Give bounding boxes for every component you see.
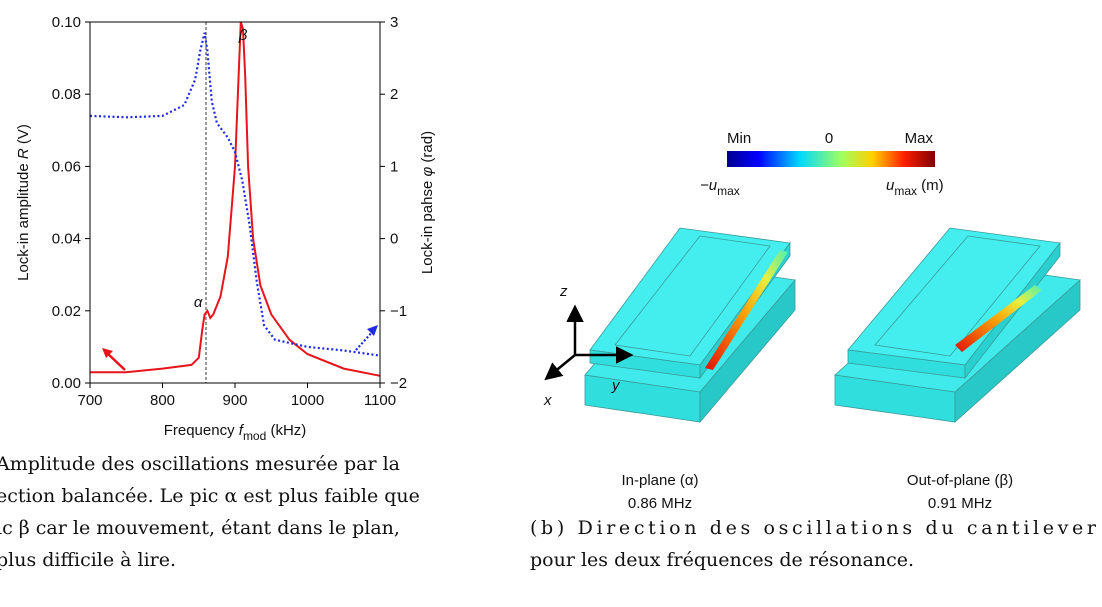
arrow-head (102, 348, 113, 358)
y2-tick-label: −1 (390, 303, 407, 320)
colorbar (727, 151, 935, 167)
x-tick-label: 900 (222, 392, 247, 409)
y2-tick-label: 2 (390, 86, 398, 103)
label-part: (V) (15, 124, 32, 148)
y2-axis-label: Lock-in pahse φ (rad) (419, 131, 436, 274)
x-tick-label: 1000 (291, 392, 324, 409)
label-part: Frequency (164, 422, 239, 439)
mode-name: In-plane (α) (621, 472, 698, 489)
colorbar-min: Min (727, 130, 751, 147)
y2-tick-label: 3 (390, 14, 398, 31)
axis-x: x (543, 392, 552, 409)
y2-tick-label: 0 (390, 231, 398, 248)
label-part: mod (243, 429, 266, 443)
plot-frame (89, 21, 381, 384)
x-axis-label: Frequency fmod (kHz) (164, 422, 307, 443)
label-part: f (239, 422, 245, 439)
y-axis-label: Lock-in amplitude R (V) (15, 124, 32, 281)
colorbar-zero: 0 (825, 130, 833, 147)
figure-b: Min 0 Max −umax umax (m) (543, 130, 1081, 512)
x-tick-label: 1100 (364, 392, 396, 409)
device-right (834, 227, 1081, 423)
caption-line: ic β car le mouvement, étant dans le pla… (0, 517, 400, 539)
subscript: max (717, 184, 740, 198)
caption-line: Amplitude des oscillations mesurée par l… (0, 453, 400, 475)
axis-y: y (611, 377, 621, 394)
colorbar-max-symbol: umax (m) (886, 177, 944, 198)
mode-frequency: 0.86 MHz (628, 495, 692, 512)
arrow (355, 329, 375, 351)
data-line (89, 32, 381, 357)
label-part: Lock-in amplitude (15, 159, 32, 281)
subscript: max (894, 184, 917, 198)
axis-z: z (559, 283, 568, 300)
chart-a: 700 800 900 1000 1100 0.00 0.02 0.04 0.06 0.08 0.1… (15, 14, 436, 443)
x-tick-label: 800 (150, 392, 175, 409)
x-tick-label: 700 (77, 392, 102, 409)
y-tick-label: 0.08 (52, 86, 81, 103)
captions: Amplitude des oscillations mesurée par l… (0, 453, 1097, 571)
data-line (90, 21, 381, 377)
y2-tick-label: 1 (390, 158, 398, 175)
caption-line: plus difficile à lire. (0, 549, 176, 571)
label-part: φ (419, 167, 436, 177)
caption-line: ection balancée. Le pic α est plus faibl… (0, 485, 420, 507)
y-tick-label: 0.00 (52, 375, 81, 392)
caption-line: pour les deux fréquences de résonance. (530, 549, 914, 571)
arrow-head (367, 325, 378, 336)
y-tick-label: 0.02 (52, 303, 81, 320)
unit: (m) (917, 177, 944, 194)
caption-line: (b) Direction des oscillations du cantil… (530, 517, 1097, 539)
colorbar-max: Max (905, 130, 934, 147)
annotation: β (238, 27, 248, 44)
coordinate-axes (544, 304, 634, 381)
mode-name: Out-of-plane (β) (907, 472, 1013, 489)
arrow (105, 351, 126, 371)
label-part: (kHz) (266, 422, 306, 439)
y-tick-label: 0.04 (52, 231, 81, 248)
mode-frequency: 0.91 MHz (928, 495, 992, 512)
annotation: α (194, 294, 203, 311)
y-tick-label: 0.10 (52, 14, 81, 31)
y2-tick-label: −2 (390, 375, 407, 392)
symbol: −u (700, 177, 718, 194)
colorbar-min-symbol: −umax (700, 177, 740, 198)
symbol: u (886, 177, 895, 194)
label-part: Lock-in pahse (419, 177, 436, 275)
label-part: R (15, 148, 32, 159)
label-part: (rad) (419, 131, 436, 167)
y-tick-label: 0.06 (52, 158, 81, 175)
